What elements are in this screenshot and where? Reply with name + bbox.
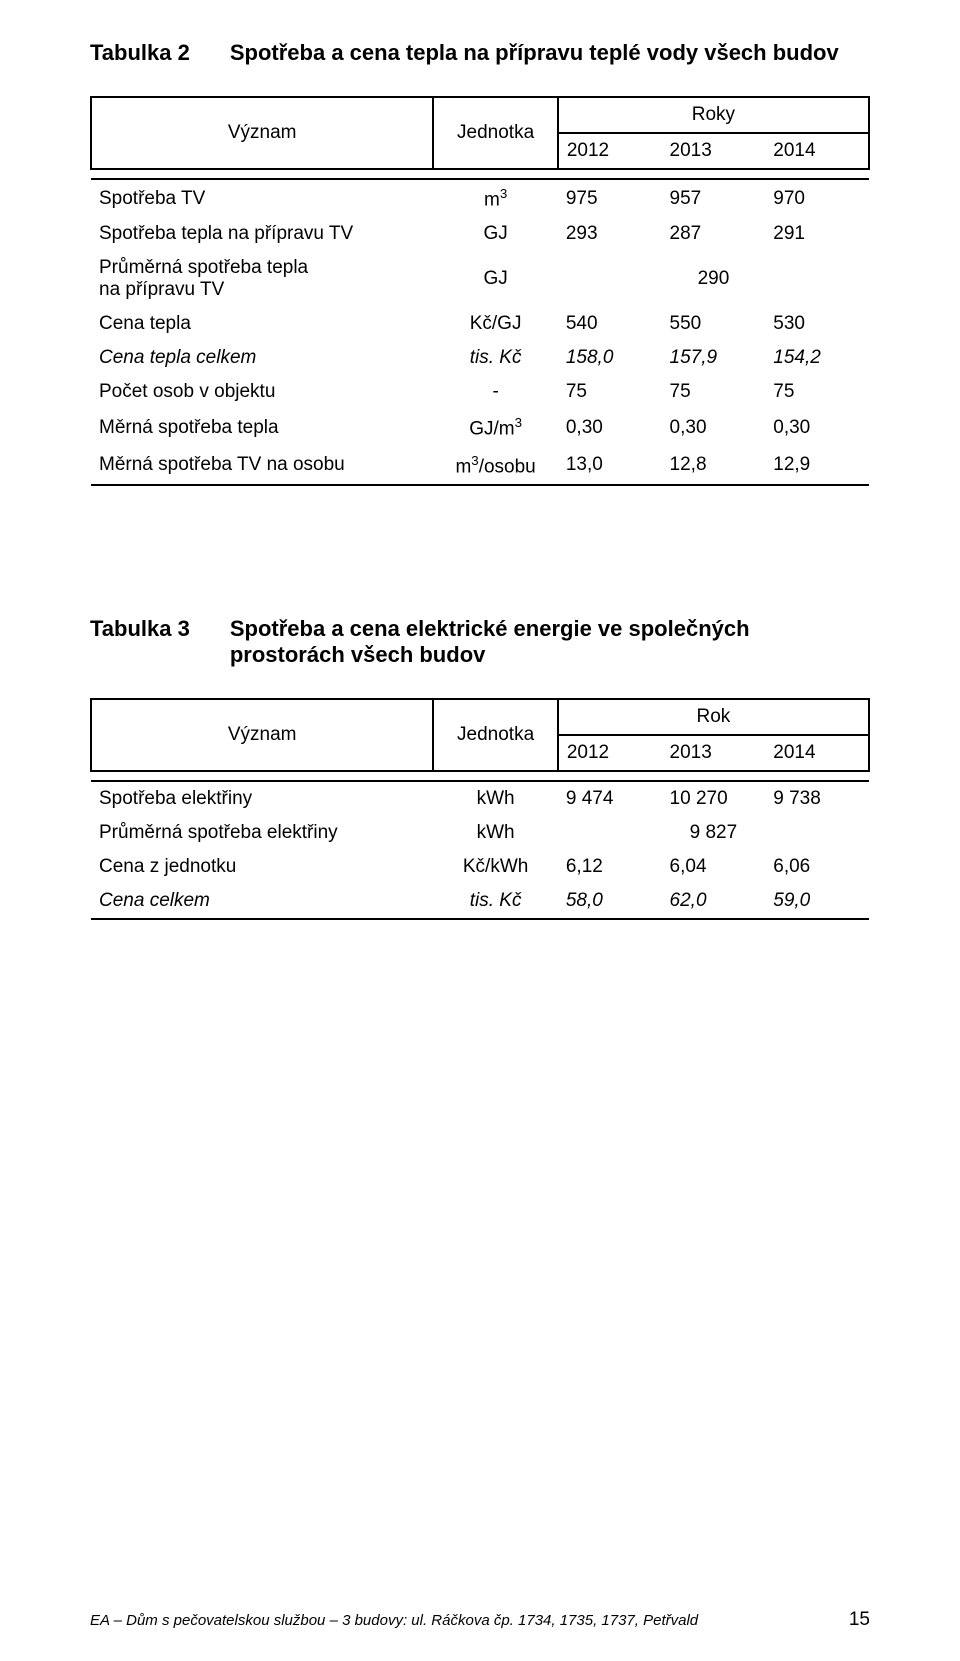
table3-header-year-2: 2014 [765,735,869,771]
table-row-val: 975 [558,179,662,217]
table2: Význam Jednotka Roky 2012 2013 2014 Spot… [90,96,870,486]
table-row-val: 10 270 [662,781,766,816]
table-row-val: 157,9 [662,341,766,375]
table2-title: Spotřeba a cena tepla na přípravu teplé … [230,40,839,66]
table3-header-year-1: 2013 [662,735,766,771]
footer-left: EA – Dům s pečovatelskou službou – 3 bud… [90,1612,698,1629]
table-row-unit: tis. Kč [433,884,557,919]
table-row-label: Cena tepla celkem [91,341,433,375]
table-row-val: 0,30 [558,409,662,446]
table-row-unit: GJ [433,251,557,307]
table-row-val: 550 [662,307,766,341]
table-row-val: 9 738 [765,781,869,816]
table-row-val: 75 [662,375,766,409]
table-row-val: 540 [558,307,662,341]
table-row-merged: 9 827 [558,816,869,850]
table2-header-unit: Jednotka [433,97,557,169]
table-row-val: 75 [558,375,662,409]
table-row-val: 62,0 [662,884,766,919]
table-row-label: Spotřeba tepla na přípravu TV [91,217,433,251]
table-row-label: Cena celkem [91,884,433,919]
table3-header-meaning: Význam [91,699,433,771]
table-row-label: Měrná spotřeba tepla [91,409,433,446]
table-row-val: 6,12 [558,850,662,884]
table-row-val: 12,9 [765,447,869,485]
table-row-unit: kWh [433,781,557,816]
table-row-val: 6,04 [662,850,766,884]
table-row-label: Počet osob v objektu [91,375,433,409]
table2-header-meaning: Význam [91,97,433,169]
table-row-unit: kWh [433,816,557,850]
table2-header-year-2: 2014 [765,133,869,169]
table3-header-unit: Jednotka [433,699,557,771]
table3-header-year-0: 2012 [558,735,662,771]
table-row-label: Cena tepla [91,307,433,341]
table-row-val: 530 [765,307,869,341]
table2-label: Tabulka 2 [90,40,190,66]
table3-header-years-label: Rok [558,699,869,735]
table-row-val: 291 [765,217,869,251]
table-row-val: 6,06 [765,850,869,884]
table-row-unit: m3 [433,179,557,217]
table-row-val: 13,0 [558,447,662,485]
table-row-unit: Kč/kWh [433,850,557,884]
table3: Význam Jednotka Rok 2012 2013 2014 Spotř… [90,698,870,920]
table-row-val: 12,8 [662,447,766,485]
table-row-unit: Kč/GJ [433,307,557,341]
table-row-label: Měrná spotřeba TV na osobu [91,447,433,485]
table3-title-line1: Spotřeba a cena elektrické energie ve sp… [230,616,750,641]
table-row-label: Průměrná spotřeba elektřiny [91,816,433,850]
table-row-val: 970 [765,179,869,217]
table-row-val: 287 [662,217,766,251]
table2-header-year-1: 2013 [662,133,766,169]
table-row-label: Cena z jednotku [91,850,433,884]
table-row-unit: tis. Kč [433,341,557,375]
table2-header-year-0: 2012 [558,133,662,169]
table-row-unit: m3/osobu [433,447,557,485]
table-row-merged: 290 [558,251,869,307]
table3-label: Tabulka 3 [90,616,190,641]
table-row-val: 0,30 [765,409,869,446]
table-row-val: 59,0 [765,884,869,919]
table-row-val: 957 [662,179,766,217]
table-row-label: Průměrná spotřeba teplana přípravu TV [91,251,433,307]
page-number: 15 [849,1609,870,1631]
table-row-unit: GJ/m3 [433,409,557,446]
table-row-val: 75 [765,375,869,409]
table-row-unit: - [433,375,557,409]
table-row-val: 293 [558,217,662,251]
table-row-unit: GJ [433,217,557,251]
table-row-val: 154,2 [765,341,869,375]
table-row-val: 0,30 [662,409,766,446]
table-row-val: 158,0 [558,341,662,375]
table-row-val: 58,0 [558,884,662,919]
table-row-label: Spotřeba TV [91,179,433,217]
table-row-label: Spotřeba elektřiny [91,781,433,816]
table-row-val: 9 474 [558,781,662,816]
table3-title-line2: prostorách všech budov [230,642,486,667]
table2-header-years-label: Roky [558,97,869,133]
